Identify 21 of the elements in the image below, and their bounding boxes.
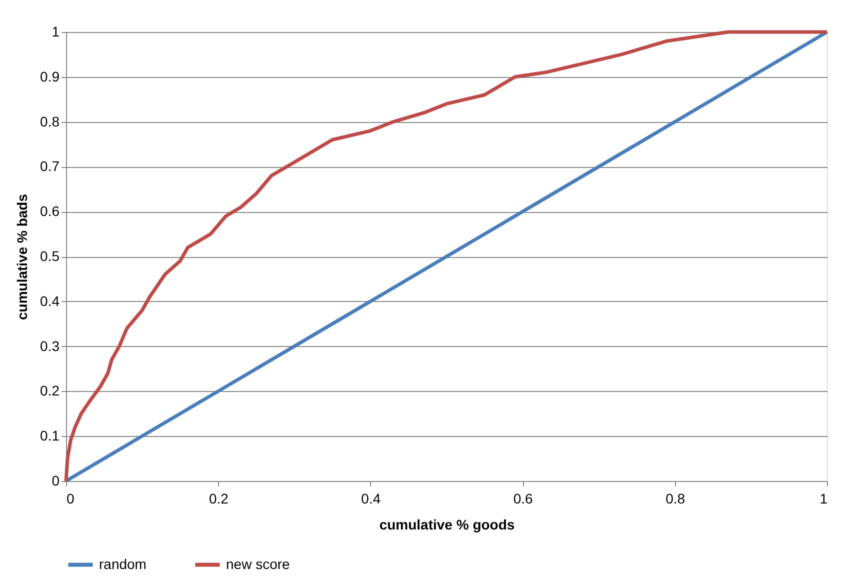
x-tick-label: 0 [66, 490, 74, 506]
x-tick-label: 0.4 [361, 490, 381, 506]
x-tick-label: 0.2 [208, 490, 229, 506]
y-tick-label: 0.3 [40, 338, 60, 354]
x-tick-label: 0.6 [513, 490, 534, 506]
y-tick-label: 0 [52, 472, 60, 488]
y-axis-title: cumulative % bads [14, 194, 30, 320]
x-axis-title: cumulative % goods [379, 516, 515, 532]
y-tick-label: 1 [52, 24, 60, 40]
y-tick-label: 0.2 [40, 382, 60, 399]
y-tick-label: 0.6 [40, 203, 60, 220]
x-tick-label: 0.8 [666, 490, 686, 506]
x-tick-label: 1 [820, 490, 828, 506]
y-tick-label: 0.5 [40, 248, 60, 264]
y-tick-label: 0.7 [40, 158, 60, 174]
y-tick-label: 0.1 [40, 428, 60, 444]
y-tick-label: 0.8 [40, 113, 60, 130]
legend-label: new score [226, 556, 290, 572]
y-tick-label: 0.9 [40, 68, 60, 84]
y-tick-label: 0.4 [40, 292, 60, 309]
legend-label: random [99, 556, 146, 572]
